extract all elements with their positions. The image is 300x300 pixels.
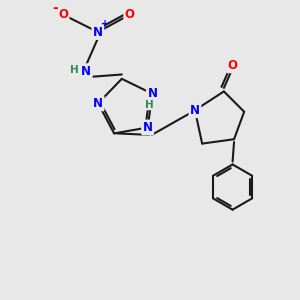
- Text: H: H: [145, 100, 154, 110]
- Text: O: O: [125, 8, 135, 21]
- Text: -: -: [52, 1, 58, 15]
- Text: H: H: [70, 65, 79, 75]
- Text: N: N: [147, 87, 158, 100]
- Text: O: O: [58, 8, 68, 21]
- Text: +: +: [101, 19, 109, 29]
- Text: N: N: [93, 97, 103, 110]
- Text: N: N: [143, 121, 153, 134]
- Text: O: O: [228, 59, 238, 72]
- Text: N: N: [190, 104, 200, 117]
- Text: N: N: [81, 64, 91, 78]
- Text: N: N: [93, 26, 103, 38]
